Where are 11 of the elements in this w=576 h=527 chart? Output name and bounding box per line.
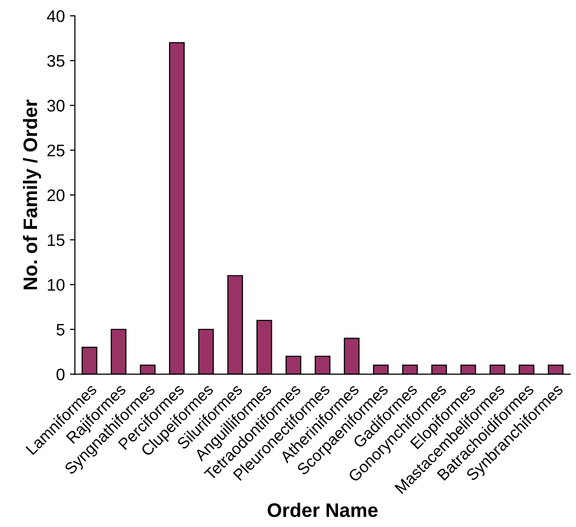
y-tick-label: 15 — [48, 234, 64, 246]
y-tick-label: 40 — [47, 10, 65, 22]
y-tick-label: 5 — [56, 324, 64, 336]
y-tick-label: 30 — [47, 100, 65, 112]
y-tick-label: 20 — [47, 189, 65, 202]
y-tick-label: 35 — [47, 55, 64, 67]
y-tick-label: 0 — [56, 368, 65, 380]
x-axis-title: Order Name — [268, 502, 378, 518]
y-tick-label: 10 — [48, 278, 65, 291]
y-tick-label: 25 — [47, 144, 64, 156]
y-axis-title: No. of Family / Order — [22, 100, 42, 290]
